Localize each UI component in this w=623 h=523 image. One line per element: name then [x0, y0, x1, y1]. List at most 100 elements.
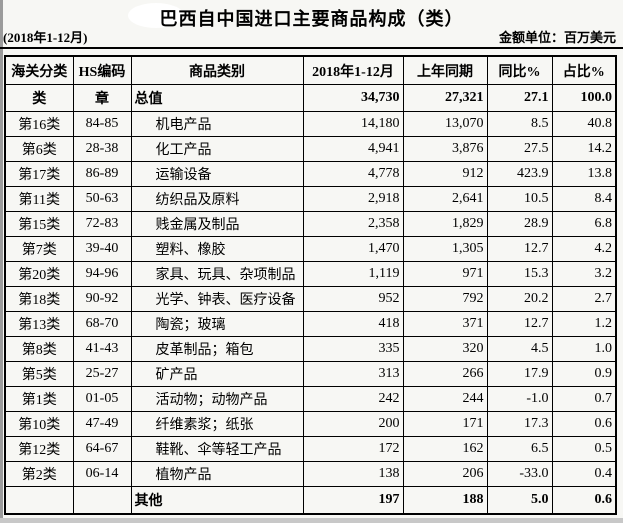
cell-share-pct: 2.7	[551, 286, 617, 312]
table-row: 第1类 01-05 活动物；动物产品 242 244 -1.0 0.7	[4, 386, 617, 412]
page-title: 巴西自中国进口主要商品构成（类）	[159, 9, 464, 29]
cell-value-2018: 4,778	[302, 161, 404, 187]
cell-value-2018: 335	[302, 336, 404, 362]
cell-value-2018: 1,470	[302, 236, 404, 262]
cell-value-2018: 1,119	[302, 261, 404, 287]
cell-commodity-name: 皮革制品；箱包	[130, 336, 304, 362]
cell-prev-year: 912	[402, 161, 488, 187]
cell-share-pct: 0.9	[551, 361, 617, 387]
cell-yoy-pct: 10.5	[486, 186, 553, 212]
column-header-share: 占比%	[551, 55, 617, 85]
cell-hs-code: 47-49	[72, 411, 132, 437]
cell-customs-class: 第18类	[4, 286, 74, 312]
cell-yoy-pct: 12.7	[486, 311, 553, 337]
cell-customs-class: 第7类	[4, 236, 74, 262]
cell-prev-year: 27,321	[402, 84, 488, 112]
cell-commodity-name: 化工产品	[130, 136, 304, 162]
cell-hs-code	[72, 486, 132, 515]
cell-yoy-pct: 6.5	[486, 436, 553, 462]
cell-commodity-name: 活动物；动物产品	[130, 386, 304, 412]
cell-value-2018: 197	[302, 486, 404, 515]
cell-value-2018: 4,941	[302, 136, 404, 162]
cell-prev-year: 971	[402, 261, 488, 287]
cell-hs-code: 39-40	[72, 236, 132, 262]
cell-yoy-pct: 28.9	[486, 211, 553, 237]
cell-prev-year: 1,829	[402, 211, 488, 237]
cell-share-pct: 1.2	[551, 311, 617, 337]
table-row: 第5类 25-27 矿产品 313 266 17.9 0.9	[4, 361, 617, 387]
cell-prev-year: 320	[402, 336, 488, 362]
cell-yoy-pct: 27.5	[486, 136, 553, 162]
cell-customs-class: 第16类	[4, 111, 74, 137]
cell-hs-code: 06-14	[72, 461, 132, 487]
cell-commodity-name: 总值	[130, 84, 304, 112]
cell-yoy-pct: 17.9	[486, 361, 553, 387]
cell-hs-code: 50-63	[72, 186, 132, 212]
cell-customs-class: 第17类	[4, 161, 74, 187]
cell-yoy-pct: 15.3	[486, 261, 553, 287]
cell-share-pct: 100.0	[551, 84, 617, 112]
header-row: 海关分类 HS编码 商品类别 2018年1-12月 上年同期 同比% 占比%	[4, 55, 617, 85]
cell-share-pct: 3.2	[551, 261, 617, 287]
table-row: 类章总值 34,730 27,321 27.1 100.0	[4, 84, 617, 112]
cell-value-2018: 14,180	[302, 111, 404, 137]
cell-prev-year: 1,305	[402, 236, 488, 262]
cell-hs-code: 01-05	[72, 386, 132, 412]
cell-commodity-name: 鞋靴、伞等轻工产品	[130, 436, 304, 462]
cell-customs-class: 第12类	[4, 436, 74, 462]
left-edge-strip	[0, 0, 3, 523]
cell-value-2018: 313	[302, 361, 404, 387]
cell-yoy-pct: 20.2	[486, 286, 553, 312]
cell-commodity-name: 陶瓷；玻璃	[130, 311, 304, 337]
cell-hs-code: 28-38	[72, 136, 132, 162]
cell-hs-code: 64-67	[72, 436, 132, 462]
cell-share-pct: 0.4	[551, 461, 617, 487]
column-header-customs-class: 海关分类	[4, 55, 74, 85]
column-header-prev-year: 上年同期	[402, 55, 488, 85]
cell-prev-year: 2,641	[402, 186, 488, 212]
cell-share-pct: 4.2	[551, 236, 617, 262]
cell-hs-code: 68-70	[72, 311, 132, 337]
cell-yoy-pct: 17.3	[486, 411, 553, 437]
cell-yoy-pct: 8.5	[486, 111, 553, 137]
cell-customs-class: 第11类	[4, 186, 74, 212]
table-row: 第8类 41-43 皮革制品；箱包 335 320 4.5 1.0	[4, 336, 617, 362]
cell-customs-class: 第13类	[4, 311, 74, 337]
column-header-hs-code: HS编码	[72, 55, 132, 85]
cell-prev-year: 13,070	[402, 111, 488, 137]
cell-yoy-pct: 12.7	[486, 236, 553, 262]
report-period: (2018年1-12月)	[3, 30, 88, 45]
cell-hs-code: 84-85	[72, 111, 132, 137]
cell-share-pct: 0.6	[551, 411, 617, 437]
cell-commodity-name: 植物产品	[130, 461, 304, 487]
cell-commodity-name: 家具、玩具、杂项制品	[130, 261, 304, 287]
cell-share-pct: 1.0	[551, 336, 617, 362]
cell-prev-year: 244	[402, 386, 488, 412]
cell-commodity-name: 贱金属及制品	[130, 211, 304, 237]
table-row: 第6类 28-38 化工产品 4,941 3,876 27.5 14.2	[4, 136, 617, 162]
cell-customs-class	[4, 486, 74, 515]
cell-customs-class: 类	[4, 84, 74, 112]
column-header-commodity: 商品类别	[130, 55, 304, 85]
cell-prev-year: 266	[402, 361, 488, 387]
amount-unit-label: 金额单位：百万美元	[498, 30, 616, 45]
cell-customs-class: 第20类	[4, 261, 74, 287]
table-row: 其他 197 188 5.0 0.6	[4, 486, 617, 515]
cell-value-2018: 418	[302, 311, 404, 337]
cell-share-pct: 0.5	[551, 436, 617, 462]
cell-hs-code: 章	[72, 84, 132, 112]
cell-prev-year: 188	[402, 486, 488, 515]
column-header-yoy: 同比%	[486, 55, 553, 85]
cell-value-2018: 242	[302, 386, 404, 412]
cell-customs-class: 第6类	[4, 136, 74, 162]
cell-share-pct: 0.7	[551, 386, 617, 412]
cell-value-2018: 200	[302, 411, 404, 437]
cell-yoy-pct: 27.1	[486, 84, 553, 112]
cell-share-pct: 8.4	[551, 186, 617, 212]
cell-yoy-pct: -33.0	[486, 461, 553, 487]
cell-commodity-name: 光学、钟表、医疗设备	[130, 286, 304, 312]
cell-commodity-name: 纺织品及原料	[130, 186, 304, 212]
table-row: 第17类 86-89 运输设备 4,778 912 423.9 13.8	[4, 161, 617, 187]
table-body: 类章总值 34,730 27,321 27.1 100.0 第16类 84-85 机电产品 14…	[4, 84, 617, 515]
